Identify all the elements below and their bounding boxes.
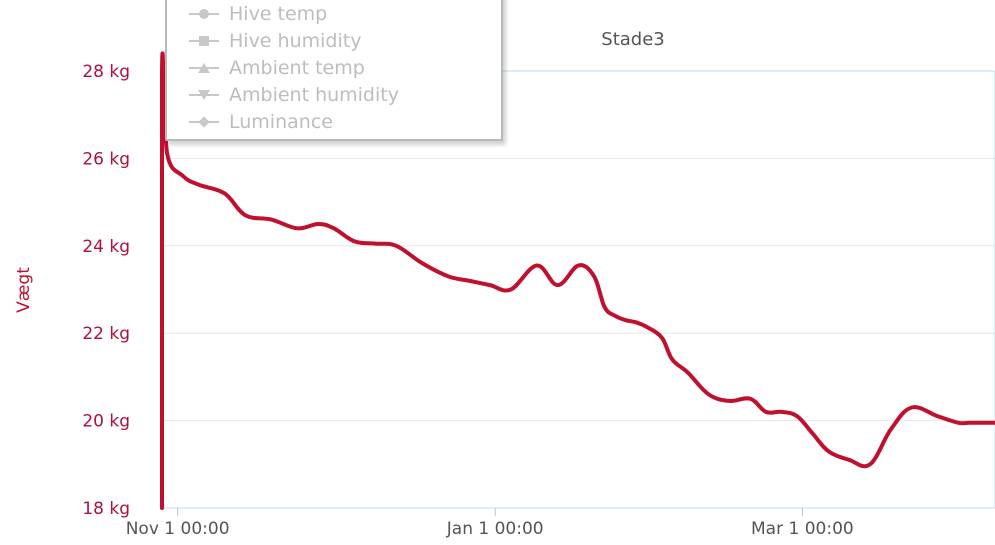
legend-label: Ambient temp [229, 56, 365, 79]
circle-marker-icon [189, 7, 219, 21]
y-tick-label: 18 kg [82, 499, 130, 519]
legend-item-ambient-temp[interactable]: Ambient temp [167, 54, 501, 81]
legend-label: Ambient humidity [229, 83, 399, 106]
y-axis-ticks: 18 kg 20 kg 22 kg 24 kg 26 kg 28 kg [82, 62, 130, 519]
x-axis-ticks: Nov 1 00:00 Jan 1 00:00 Mar 1 00:00 [126, 508, 854, 539]
y-tick-label: 24 kg [82, 237, 130, 257]
triangle-down-marker-icon [189, 88, 219, 102]
series-line-vaegt[interactable] [160, 51, 995, 510]
legend-item-hive-humidity[interactable]: Hive humidity [167, 27, 501, 54]
x-tick-label: Mar 1 00:00 [751, 519, 854, 539]
legend-label: Hive humidity [229, 29, 362, 52]
legend-item-ambient-humidity[interactable]: Ambient humidity [167, 81, 501, 108]
square-marker-icon [189, 34, 219, 48]
y-tick-label: 26 kg [82, 149, 130, 169]
legend-label: Luminance [229, 110, 333, 133]
y-tick-label: 20 kg [82, 412, 130, 432]
series-layer [160, 51, 995, 510]
legend: Hive temp Hive humidity Ambient temp Amb… [165, 0, 503, 141]
legend-item-luminance[interactable]: Luminance [167, 108, 501, 135]
x-tick-label: Jan 1 00:00 [446, 519, 544, 539]
y-tick-label: 28 kg [82, 62, 130, 82]
y-tick-label: 22 kg [82, 324, 130, 344]
triangle-marker-icon [189, 61, 219, 75]
diamond-marker-icon [189, 115, 219, 129]
legend-label: Hive temp [229, 2, 328, 25]
x-tick-label: Nov 1 00:00 [126, 519, 230, 539]
legend-item-hive-temp[interactable]: Hive temp [167, 0, 501, 27]
chart-title: Stade3 [601, 29, 664, 50]
y-axis-label: Vægt [14, 267, 34, 313]
